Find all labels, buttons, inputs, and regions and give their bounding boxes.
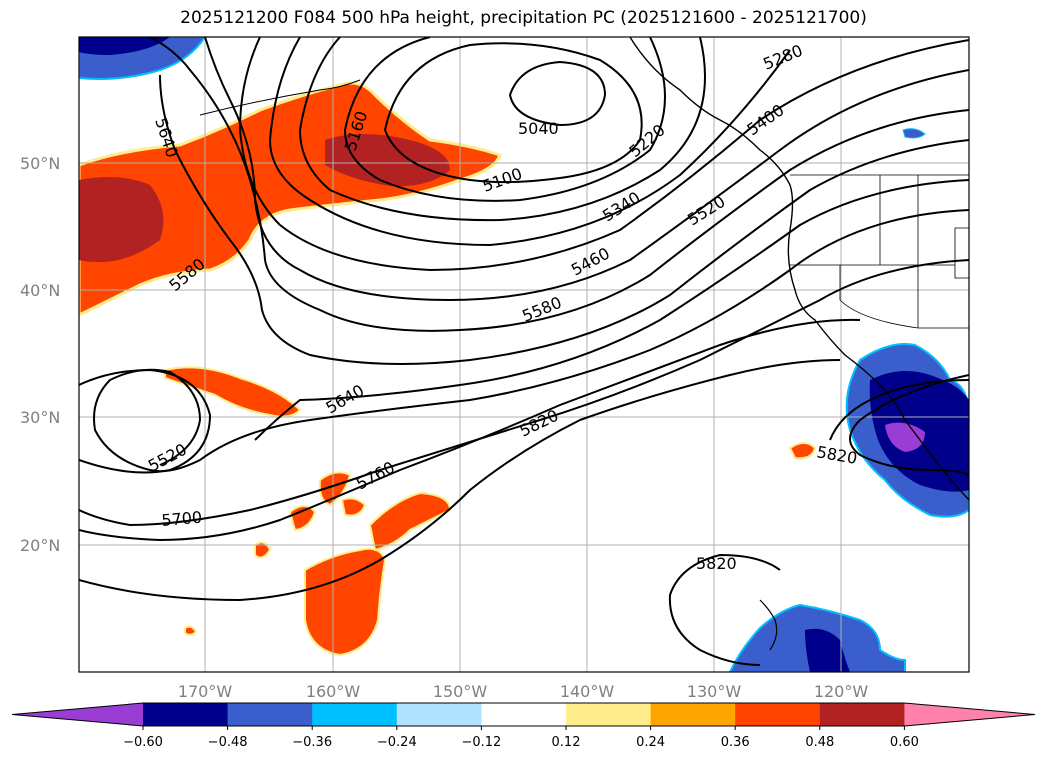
lat-label: 20°N — [20, 536, 60, 555]
lon-label: 140°W — [560, 682, 615, 701]
lon-label: 130°W — [687, 682, 742, 701]
precip-shading — [79, 37, 969, 672]
colorbar-tick-label: −0.12 — [461, 735, 501, 750]
colorbar-segment — [396, 703, 482, 726]
colorbar-segment — [143, 703, 229, 726]
colorbar-segment — [566, 703, 652, 726]
contour-label: 5700 — [161, 508, 203, 530]
contour-label: 5520 — [684, 192, 729, 230]
contour-label: 5820 — [516, 406, 561, 441]
contour-label: 5460 — [568, 244, 613, 280]
contour-label: 5760 — [353, 458, 398, 494]
colorbar-tick-label: 0.36 — [721, 735, 750, 750]
colorbar-tick-label: 0.24 — [636, 735, 665, 750]
height-contours — [79, 37, 969, 666]
longitude-labels: 170°W 160°W 150°W 140°W 130°W 120°W — [178, 682, 869, 701]
colorbar-segment — [227, 703, 313, 726]
contour-label: 5340 — [599, 188, 644, 226]
contour-label: 5640 — [323, 381, 368, 418]
contour-label: 5280 — [760, 41, 805, 74]
lon-label: 160°W — [306, 682, 361, 701]
colorbar-extend-high — [904, 703, 1035, 726]
coastlines — [199, 37, 969, 651]
contour-label: 5580 — [519, 293, 564, 326]
colorbar-segment — [735, 703, 821, 726]
lat-label: 50°N — [20, 154, 60, 173]
colorbar-tick-label: −0.48 — [208, 735, 248, 750]
lat-label: 30°N — [20, 408, 60, 427]
colorbar-tick-label: −0.36 — [292, 735, 332, 750]
lon-label: 170°W — [178, 682, 233, 701]
contour-label: 5220 — [625, 120, 668, 161]
colorbar-tick-label: 0.48 — [805, 735, 834, 750]
colorbar-segment — [819, 703, 905, 726]
map-frame — [78, 36, 970, 673]
contour-label: 5820 — [696, 554, 737, 573]
colorbar: −0.60 −0.48 −0.36 −0.24 −0.12 0.12 0.24 0.36 0.4… — [11, 702, 1036, 750]
latitude-labels: 50°N 40°N 30°N 20°N — [20, 154, 60, 555]
map-title: 2025121200 F084 500 hPa height, precipit… — [180, 8, 867, 28]
colorbar-tick-label: −0.24 — [377, 735, 417, 750]
colorbar-tick-label: 0.12 — [552, 735, 581, 750]
colorbar-segment — [650, 703, 736, 726]
lon-label: 150°W — [433, 682, 488, 701]
lat-label: 40°N — [20, 281, 60, 300]
lon-label: 120°W — [814, 682, 869, 701]
colorbar-segment — [312, 703, 398, 726]
colorbar-tick-label: −0.60 — [123, 735, 163, 750]
colorbar-segment — [481, 703, 567, 726]
colorbar-extend-low — [12, 703, 143, 726]
colorbar-tick-label: 0.60 — [890, 735, 919, 750]
contour-label: 5040 — [518, 119, 559, 138]
